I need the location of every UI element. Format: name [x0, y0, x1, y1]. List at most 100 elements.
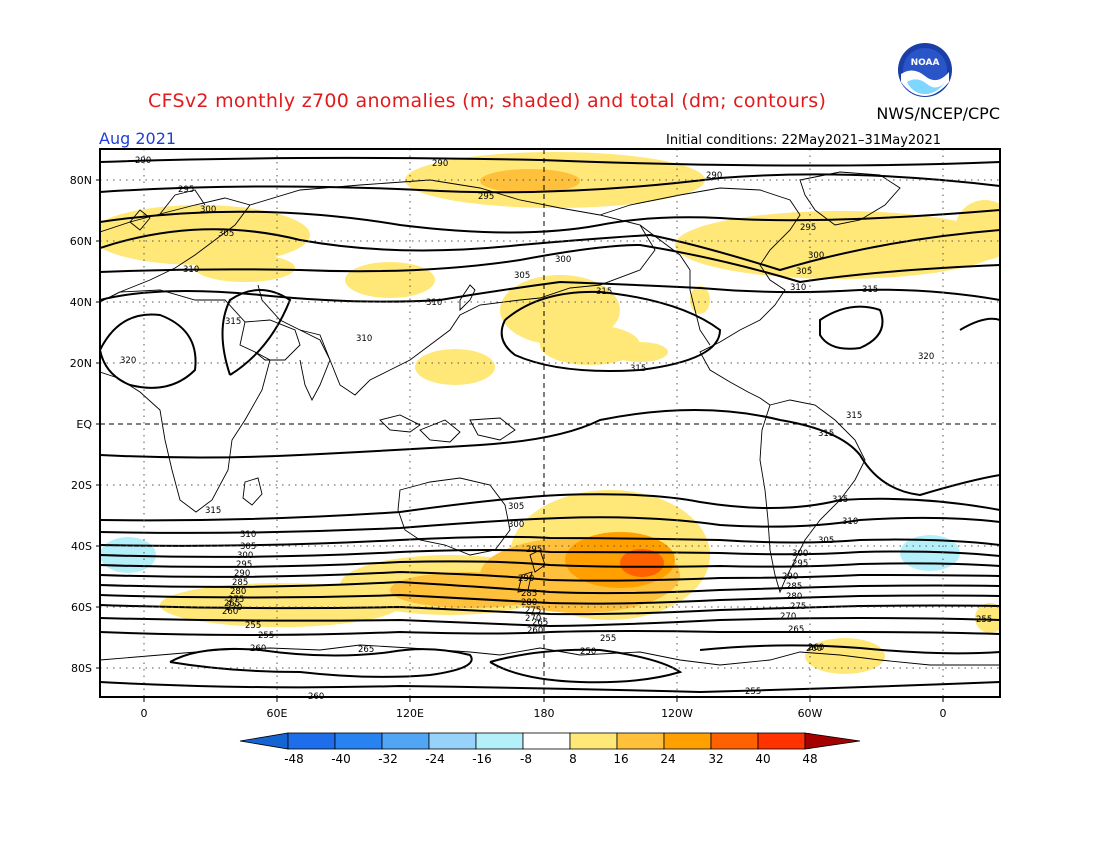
contour-label: 290 [782, 572, 798, 582]
colorbar-bin [663, 732, 712, 750]
lon-tick-label: 0 [141, 707, 148, 720]
noaa-logo-icon: NOAA [898, 43, 952, 97]
contour-label: 300 [808, 251, 824, 261]
contour-label: 270 [780, 612, 796, 622]
colorbar-arrow-low [239, 732, 289, 750]
colorbar-bin [616, 732, 665, 750]
contour-label: 315 [205, 506, 221, 516]
contour-label: 320 [918, 352, 934, 362]
colorbar: -48 -40 -32 -24 -16 -8 8 16 24 32 40 48 [239, 732, 861, 766]
contour-label: 285 [786, 582, 802, 592]
colorbar-label: 48 [802, 752, 817, 766]
contour-label: 265 [788, 625, 804, 635]
colorbar-label: 32 [708, 752, 723, 766]
lon-tick-label: 0 [940, 707, 947, 720]
contour-label: 300 [237, 551, 253, 561]
colorbar-bin [757, 732, 806, 750]
lon-tick-label: 60E [267, 707, 288, 720]
contour-label: 300 [792, 549, 808, 559]
contour-label: 285 [232, 578, 248, 588]
svg-text:NOAA: NOAA [911, 58, 940, 68]
colorbar-label: 8 [569, 752, 577, 766]
graticule [100, 149, 1000, 697]
lon-tick-label: 60W [798, 707, 823, 720]
lat-tick-label: 20S [71, 479, 92, 492]
colorbar-label: -8 [520, 752, 532, 766]
contour-label: 305 [818, 536, 834, 546]
contour-label: 270 [525, 614, 541, 624]
contour-label: 280 [521, 598, 537, 608]
colorbar-label: -40 [331, 752, 351, 766]
contour-label: 310 [426, 298, 442, 308]
contour-label: 295 [178, 185, 194, 195]
colorbar-bin [287, 732, 336, 750]
lat-tick-label: 40N [70, 296, 92, 309]
lat-tick-label: 80N [70, 174, 92, 187]
contour-label: 300 [200, 205, 216, 215]
contour-label: 310 [790, 283, 806, 293]
reference-lines [100, 149, 1000, 697]
contour-label: 280 [786, 592, 802, 602]
contour-label: 260 [222, 607, 238, 617]
contour-label: 265 [358, 645, 374, 655]
lat-tick-label: EQ [76, 418, 92, 431]
contour-label: 310 [842, 517, 858, 527]
lat-axis: 80N 60N 40N 20N EQ 20S 40S 60S 80S [70, 174, 100, 675]
contour-label: 315 [832, 495, 848, 505]
lon-axis: 0 60E 120E 180 120W 60W 0 [141, 697, 947, 720]
forecast-month: Aug 2021 [99, 129, 177, 148]
lon-tick-label: 180 [534, 707, 555, 720]
contour-label: 255 [976, 615, 992, 625]
contour-label: 315 [862, 285, 878, 295]
colorbar-bin [522, 732, 571, 750]
colorbar-bin [381, 732, 430, 750]
contour-label: 315 [846, 411, 862, 421]
contour-value-labels: 290 290 290 295 295 295 300 300 300 305 … [120, 156, 992, 702]
colorbar-label: -16 [472, 752, 492, 766]
contour-label: 310 [240, 530, 256, 540]
contour-label: 275 [228, 595, 244, 605]
map-frame [99, 148, 1001, 698]
colorbar-label: 16 [613, 752, 628, 766]
lon-tick-label: 120W [661, 707, 693, 720]
lat-tick-label: 60S [71, 601, 92, 614]
contour-label: 305 [514, 271, 530, 281]
contour-label: 295 [800, 223, 816, 233]
contour-lines [100, 156, 1000, 694]
contour-label: 295 [526, 545, 542, 555]
contour-label: 305 [508, 502, 524, 512]
lat-tick-label: 20N [70, 357, 92, 370]
colorbar-bin [475, 732, 524, 750]
colorbar-bin [569, 732, 618, 750]
contour-label: 265 [224, 599, 240, 609]
agency-label: NWS/NCEP/CPC [876, 104, 1000, 123]
contour-label: 320 [120, 356, 136, 366]
contour-label: 275 [525, 606, 541, 616]
contour-label: 290 [234, 569, 250, 579]
contour-label: 255 [258, 631, 274, 641]
contour-label: 280 [230, 587, 246, 597]
contour-label: 310 [183, 265, 199, 275]
contour-label: 315 [596, 287, 612, 297]
contour-label: 305 [218, 229, 234, 239]
anomaly-shading [100, 152, 1000, 674]
contour-label: 315 [818, 429, 834, 439]
lon-tick-label: 120E [396, 707, 424, 720]
map-title: CFSv2 monthly z700 anomalies (m; shaded)… [148, 90, 827, 112]
contour-label: 315 [630, 364, 646, 374]
colorbar-label: 24 [660, 752, 675, 766]
contour-label: 290 [706, 171, 722, 181]
colorbar-bin [334, 732, 383, 750]
initial-conditions: Initial conditions: 22May2021–31May2021 [666, 133, 941, 148]
colorbar-label: -24 [425, 752, 445, 766]
contour-label: 285 [521, 589, 537, 599]
colorbar-arrow-high [804, 732, 861, 750]
contour-label: 255 [600, 634, 616, 644]
contour-label: 260 [250, 644, 266, 654]
contour-label: 305 [796, 267, 812, 277]
colorbar-bin [710, 732, 759, 750]
contour-label: 260 [527, 626, 543, 636]
contour-label: 290 [432, 159, 448, 169]
colorbar-bin [428, 732, 477, 750]
